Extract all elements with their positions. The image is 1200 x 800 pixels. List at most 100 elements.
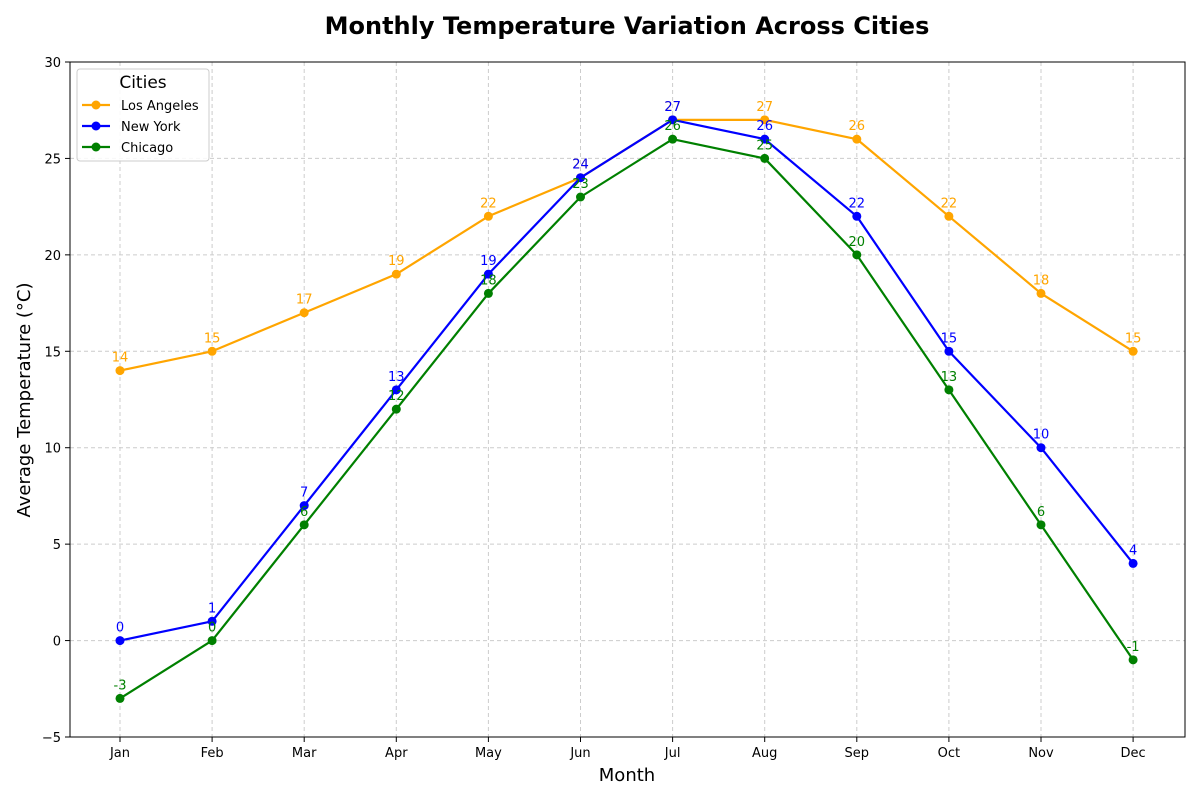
data-label-new-york: 19: [480, 254, 497, 269]
data-label-new-york: 24: [572, 158, 589, 173]
x-tick-label: Jul: [664, 746, 681, 761]
data-point-new-york: [207, 616, 217, 626]
data-label-chicago: 26: [664, 119, 681, 134]
x-tick-label: Apr: [385, 746, 408, 761]
data-label-new-york: 22: [849, 196, 866, 211]
data-point-chicago: [668, 134, 678, 144]
data-label-new-york: 0: [116, 621, 124, 636]
data-label-los-angeles: 15: [204, 331, 221, 346]
data-point-los-angeles: [207, 346, 217, 356]
data-point-los-angeles: [944, 211, 954, 221]
data-point-new-york: [944, 346, 954, 356]
x-tick-label: Dec: [1121, 746, 1146, 761]
data-point-new-york: [760, 134, 770, 144]
data-label-chicago: 25: [756, 138, 773, 153]
y-tick-label: −5: [42, 731, 61, 746]
data-label-new-york: 10: [1033, 428, 1050, 443]
data-label-los-angeles: 22: [941, 196, 958, 211]
series-layer: [115, 115, 1138, 703]
data-point-new-york: [483, 269, 493, 279]
data-label-new-york: 1: [208, 601, 216, 616]
data-point-los-angeles: [760, 115, 770, 125]
data-label-los-angeles: 22: [480, 196, 497, 211]
data-point-new-york: [391, 385, 401, 395]
legend-box: [76, 68, 210, 162]
data-label-chicago: 20: [849, 235, 866, 250]
data-label-chicago: 6: [300, 505, 308, 520]
data-point-los-angeles: [852, 134, 862, 144]
data-label-chicago: 0: [208, 621, 216, 636]
x-tick-label: Aug: [752, 746, 777, 761]
data-point-chicago: [483, 288, 493, 298]
series-line-chicago: [119, 138, 1135, 700]
x-tick-label: Jan: [109, 746, 130, 761]
data-label-new-york: 15: [941, 331, 958, 346]
x-axis-label: Month: [599, 765, 655, 786]
legend-marker-los-angeles: [91, 100, 101, 110]
data-point-los-angeles: [483, 211, 493, 221]
data-point-new-york: [668, 115, 678, 125]
y-tick-label: 5: [53, 538, 61, 553]
data-label-new-york: 7: [300, 486, 308, 501]
data-label-chicago: 23: [572, 177, 589, 192]
data-label-new-york: 13: [388, 370, 405, 385]
x-axis: Jan Feb Mar Apr May Jun Jul Aug Sep Oct Nov Dec: [109, 737, 1146, 761]
data-label-los-angeles: 19: [388, 254, 405, 269]
y-tick-label: 20: [44, 249, 61, 264]
data-label-chicago: -1: [1127, 640, 1140, 655]
plot-frame: [69, 61, 1186, 738]
data-point-new-york: [299, 501, 309, 511]
data-point-los-angeles: [1036, 288, 1046, 298]
data-point-new-york: [115, 636, 125, 646]
y-tick-label: 25: [44, 152, 61, 167]
y-axis: −5 0 5 10 15 20 25 30: [42, 56, 70, 746]
x-tick-label: May: [475, 746, 502, 761]
data-point-chicago: [391, 404, 401, 414]
legend-label-los-angeles: Los Angeles: [121, 99, 199, 114]
legend-items: Los Angeles New York Chicago: [82, 99, 199, 156]
x-tick-label: Feb: [201, 746, 224, 761]
data-point-chicago: [299, 520, 309, 530]
data-label-los-angeles: 14: [112, 351, 129, 366]
data-label-chicago: 18: [480, 273, 497, 288]
x-tick-label: Sep: [845, 746, 870, 761]
data-point-new-york: [852, 211, 862, 221]
data-point-new-york: [1128, 558, 1138, 568]
data-label-new-york: 4: [1129, 543, 1137, 558]
y-axis-label: Average Temperature (°C): [14, 283, 35, 518]
data-point-chicago: [115, 693, 125, 703]
data-label-chicago: 13: [941, 370, 958, 385]
data-point-los-angeles: [1128, 346, 1138, 356]
legend-marker-new-york: [91, 121, 101, 131]
data-point-chicago: [760, 153, 770, 163]
data-label-new-york: 27: [664, 100, 681, 115]
x-tick-label: Oct: [938, 746, 960, 761]
legend-label-new-york: New York: [121, 120, 181, 135]
legend-label-chicago: Chicago: [121, 141, 173, 156]
x-tick-label: Jun: [569, 746, 590, 761]
data-point-chicago: [852, 250, 862, 260]
y-tick-label: 0: [53, 635, 61, 650]
data-label-chicago: 6: [1037, 505, 1045, 520]
x-tick-label: Mar: [292, 746, 317, 761]
data-label-new-york: 26: [756, 119, 773, 134]
data-point-los-angeles: [115, 366, 125, 376]
data-label-chicago: -3: [114, 678, 127, 693]
chart-title: Monthly Temperature Variation Across Cit…: [325, 12, 930, 40]
series-line-new-york: [119, 118, 1134, 642]
data-point-los-angeles: [299, 308, 309, 318]
data-point-chicago: [1036, 520, 1046, 530]
data-label-los-angeles: 27: [664, 100, 681, 115]
data-label-los-angeles: 27: [756, 100, 773, 115]
x-tick-label: Nov: [1028, 746, 1054, 761]
data-point-los-angeles: [391, 269, 401, 279]
data-label-los-angeles: 18: [1033, 273, 1050, 288]
data-point-chicago: [1128, 655, 1138, 665]
y-tick-label: 10: [44, 442, 61, 457]
data-label-los-angeles: 17: [296, 293, 313, 308]
data-label-los-angeles: 26: [849, 119, 866, 134]
data-label-chicago: 12: [388, 389, 405, 404]
data-point-chicago: [576, 192, 585, 202]
